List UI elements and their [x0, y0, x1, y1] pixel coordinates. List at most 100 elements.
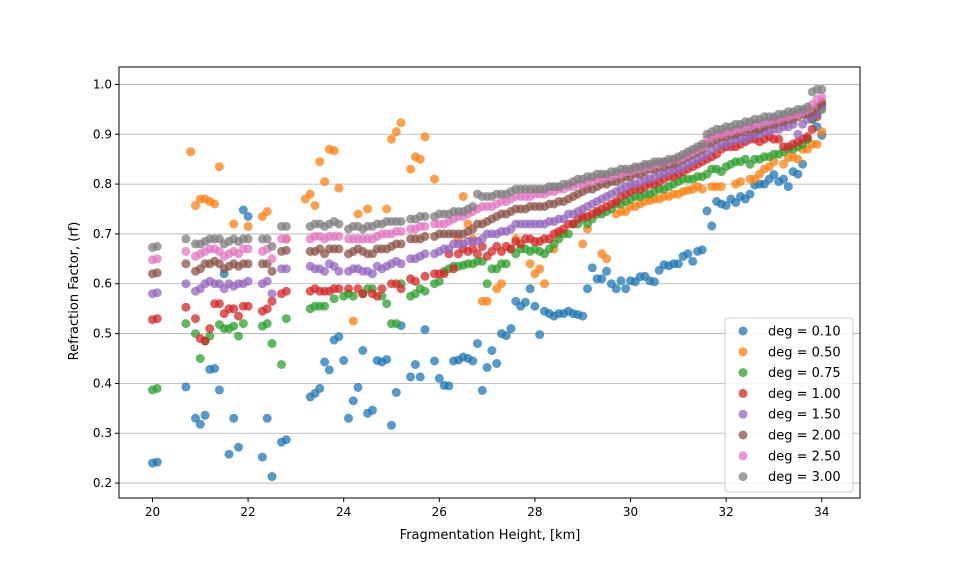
data-point — [802, 102, 812, 112]
x-tick-label: 22 — [240, 505, 255, 519]
plot-frame — [118, 66, 861, 499]
data-point — [224, 449, 234, 459]
data-point — [267, 289, 277, 299]
data-point — [444, 381, 454, 391]
data-point — [420, 212, 430, 221]
data-point — [281, 221, 291, 231]
data-point — [205, 324, 215, 334]
data-point — [262, 207, 272, 216]
data-point — [439, 269, 449, 279]
x-tick-label: 34 — [814, 505, 829, 519]
y-tick-label: 0.9 — [93, 127, 112, 141]
series-1 — [186, 118, 827, 326]
data-point — [497, 279, 506, 289]
data-point — [420, 231, 430, 241]
data-point — [243, 259, 253, 269]
data-point — [329, 146, 339, 156]
legend-marker — [738, 326, 748, 336]
data-point — [501, 259, 511, 269]
data-point — [186, 147, 196, 157]
data-point — [477, 385, 487, 395]
data-point — [267, 241, 277, 251]
data-point — [344, 413, 353, 423]
data-point — [602, 254, 612, 264]
data-point — [281, 245, 291, 255]
data-point — [195, 354, 205, 363]
data-point — [697, 245, 707, 255]
data-point — [267, 266, 277, 276]
data-point — [229, 219, 239, 229]
data-point — [473, 249, 482, 259]
y-axis-label: Refraction Factor, (rf) — [67, 222, 82, 361]
data-point — [793, 129, 803, 139]
data-point — [334, 231, 344, 241]
data-point — [721, 201, 731, 210]
series-7 — [148, 84, 827, 252]
data-point — [181, 246, 191, 256]
data-point — [267, 339, 277, 348]
data-point — [234, 442, 243, 452]
data-point — [181, 319, 191, 329]
data-point — [305, 189, 315, 199]
data-point — [506, 324, 516, 334]
data-point — [315, 383, 325, 393]
data-point — [434, 276, 444, 286]
y-tick-label: 0.7 — [93, 227, 112, 241]
data-point — [229, 304, 239, 314]
data-point — [583, 284, 592, 294]
data-point — [688, 256, 698, 266]
legend-label: deg = 1.50 — [768, 408, 841, 423]
data-point — [702, 206, 712, 216]
legend-label: deg = 2.00 — [768, 429, 841, 444]
data-point — [420, 221, 430, 231]
legend-marker — [738, 451, 748, 461]
data-point — [525, 284, 535, 294]
data-point — [616, 276, 626, 286]
data-point — [535, 330, 545, 340]
data-point — [152, 241, 162, 251]
x-tick-label: 26 — [432, 505, 447, 519]
data-point — [181, 259, 191, 269]
data-point — [707, 221, 717, 231]
data-point — [430, 356, 439, 366]
data-point — [262, 413, 272, 423]
data-point — [410, 276, 420, 286]
data-point — [492, 359, 502, 368]
data-point — [214, 299, 224, 309]
data-point — [602, 266, 612, 276]
data-point — [214, 385, 224, 395]
data-point — [597, 274, 607, 284]
legend-entry: deg = 0.75 — [738, 366, 841, 381]
data-point — [530, 301, 540, 311]
data-point — [200, 336, 210, 346]
data-point — [391, 319, 401, 329]
legend-entry: deg = 3.00 — [738, 470, 841, 485]
data-point — [783, 182, 793, 192]
data-point — [334, 183, 344, 193]
data-point — [673, 259, 683, 269]
data-point — [367, 405, 377, 415]
data-point — [348, 396, 358, 406]
data-point — [243, 212, 253, 221]
data-point — [348, 316, 358, 326]
data-point — [243, 234, 253, 244]
data-point — [152, 457, 162, 467]
data-point — [391, 127, 401, 137]
data-point — [181, 382, 191, 392]
data-point — [745, 189, 755, 199]
data-point — [501, 331, 511, 341]
data-point — [578, 311, 588, 321]
legend-entry: deg = 2.00 — [738, 429, 841, 444]
data-point — [262, 319, 272, 329]
y-tick-label: 1.0 — [93, 77, 112, 91]
data-point — [779, 159, 788, 169]
data-point — [372, 291, 382, 301]
data-point — [779, 174, 788, 184]
data-point — [315, 157, 325, 167]
data-point — [802, 132, 812, 142]
x-tick-label: 24 — [336, 505, 351, 519]
x-axis-label: Fragmentation Height, [km] — [400, 528, 581, 543]
legend-label: deg = 3.00 — [768, 470, 841, 485]
data-point — [382, 204, 392, 214]
